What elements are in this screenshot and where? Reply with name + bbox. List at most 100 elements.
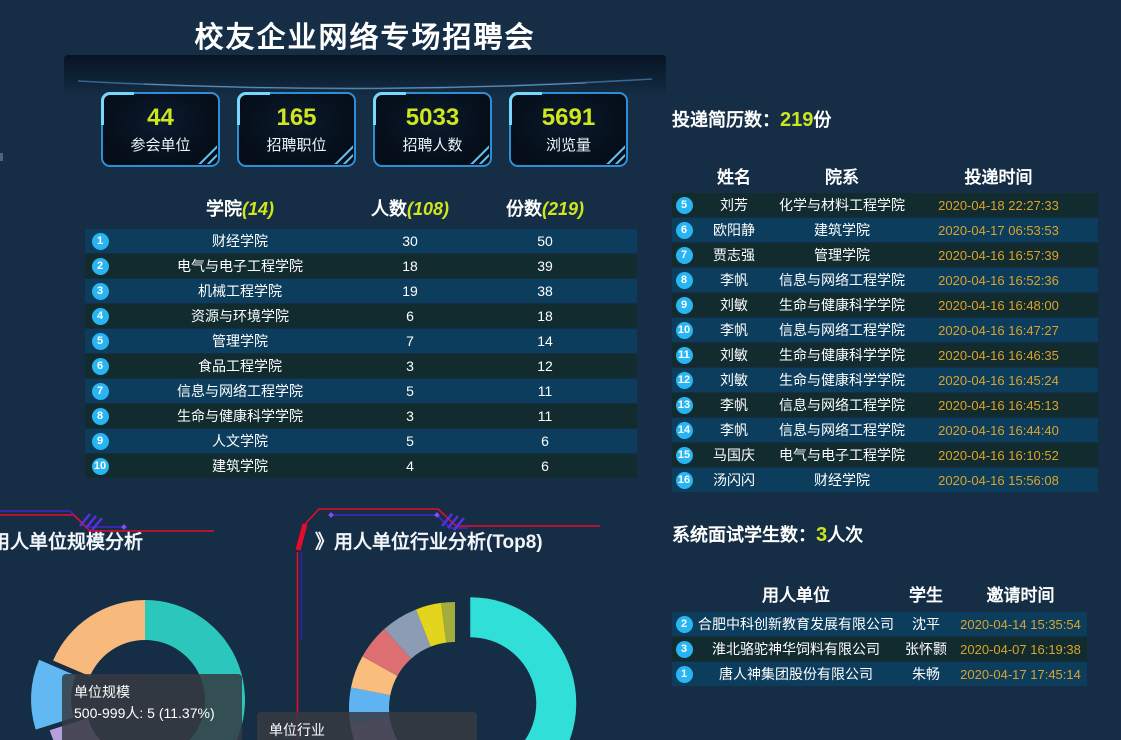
college-name: 人文学院 (212, 433, 268, 449)
table-row[interactable]: 2 合肥中科创新教育发展有限公司 沈平 2020-04-14 15:35:54 (672, 612, 1087, 636)
donut-segment[interactable] (351, 656, 398, 696)
rank-badge: 11 (675, 346, 693, 364)
donut-segment[interactable] (384, 609, 431, 659)
table-row[interactable]: 3 淮北骆驼神华饲料有限公司 张怀颢 2020-04-07 16:19:38 (672, 637, 1087, 661)
stat-label: 参会单位 (130, 137, 191, 155)
table-row[interactable]: 10 建筑学院 4 6 (85, 454, 637, 478)
table-row[interactable]: 2 电气与电子工程学院 18 39 (85, 254, 637, 278)
table-row[interactable]: 4 资源与环境学院 6 18 (85, 304, 637, 328)
rank-badge: 3 (675, 640, 693, 658)
header-college-count: (14) (241, 199, 274, 219)
rank-badge: 15 (675, 446, 693, 464)
student-dept: 信息与网络工程学院 (779, 397, 905, 413)
table-row[interactable]: 12 刘敏 生命与健康科学学院 2020-04-16 16:45:24 (672, 368, 1098, 392)
student-name: 刘敏 (720, 347, 748, 363)
submit-time: 2020-04-18 22:27:33 (938, 197, 1059, 213)
table-row[interactable]: 5 管理学院 7 14 (85, 329, 637, 353)
college-people: 6 (406, 308, 414, 324)
student-name: 贾志强 (713, 247, 755, 263)
college-name: 信息与网络工程学院 (177, 383, 303, 399)
invite-time: 2020-04-17 17:45:14 (960, 666, 1081, 682)
student-name: 欧阳静 (713, 222, 755, 238)
table-row[interactable]: 7 贾志强 管理学院 2020-04-16 16:57:39 (672, 243, 1098, 267)
table-row[interactable]: 13 李帆 信息与网络工程学院 2020-04-16 16:45:13 (672, 393, 1098, 417)
college-people: 4 (406, 458, 414, 474)
student-dept: 电气与电子工程学院 (779, 447, 905, 463)
table-row[interactable]: 15 马国庆 电气与电子工程学院 2020-04-16 16:10:52 (672, 443, 1098, 467)
scale-panel-title: 用人单位规模分析 (0, 532, 144, 553)
submit-time: 2020-04-16 16:48:00 (938, 297, 1059, 313)
college-copies: 11 (537, 383, 553, 399)
resume-table-header: 姓名 院系 投递时间 (672, 163, 1098, 188)
donut-segment[interactable] (362, 628, 412, 676)
student-dept: 财经学院 (814, 472, 870, 488)
table-row[interactable]: 8 生命与健康科学学院 3 11 (85, 404, 637, 428)
table-row[interactable]: 8 李帆 信息与网络工程学院 2020-04-16 16:52:36 (672, 268, 1098, 292)
table-row[interactable]: 9 人文学院 5 6 (85, 429, 637, 453)
table-row[interactable]: 6 食品工程学院 3 12 (85, 354, 637, 378)
college-table-body: 1 财经学院 30 50 2 电气与电子工程学院 18 39 3 机械工程学院 … (85, 229, 637, 478)
donut-segment[interactable] (441, 602, 455, 643)
interview-section-title: 系统面试学生数：3人次 (672, 524, 864, 546)
donut-segment[interactable] (53, 600, 145, 677)
table-row[interactable]: 1 唐人神集团股份有限公司 朱畅 2020-04-17 17:45:14 (672, 662, 1087, 686)
table-row[interactable]: 11 刘敏 生命与健康科学学院 2020-04-16 16:46:35 (672, 343, 1098, 367)
stat-value: 165 (276, 103, 317, 131)
student-dept: 化学与材料工程学院 (779, 197, 905, 213)
table-row[interactable]: 16 汤闪闪 财经学院 2020-04-16 15:56:08 (672, 468, 1098, 492)
student-name: 刘敏 (720, 372, 748, 388)
rank-badge: 7 (675, 246, 693, 264)
table-row[interactable]: 14 李帆 信息与网络工程学院 2020-04-16 16:44:40 (672, 418, 1098, 442)
student-dept: 信息与网络工程学院 (779, 322, 905, 338)
table-row[interactable]: 3 机械工程学院 19 38 (85, 279, 637, 303)
resume-section-title: 投递简历数：219份 (672, 109, 832, 131)
rank-badge: 5 (91, 332, 109, 350)
rank-badge: 14 (675, 421, 693, 439)
college-copies: 50 (537, 233, 553, 249)
rank-badge: 16 (675, 471, 693, 489)
college-people: 3 (406, 408, 414, 424)
interview-table-header: 用人单位 学生 邀请时间 (672, 581, 1087, 606)
college-people: 5 (406, 383, 414, 399)
rank-badge: 4 (91, 307, 109, 325)
company-name: 淮北骆驼神华饲料有限公司 (712, 641, 880, 657)
stat-label: 招聘职位 (266, 137, 327, 155)
stat-card: 5033 招聘人数 (373, 92, 492, 167)
donut-segment[interactable] (415, 602, 447, 647)
interview-count: 3 (816, 524, 828, 546)
industry-chart-tooltip: 单位行业 (257, 712, 477, 740)
submit-time: 2020-04-16 16:57:39 (938, 247, 1059, 263)
rank-badge: 9 (91, 432, 109, 450)
stat-label: 招聘人数 (402, 137, 463, 155)
student-name: 李帆 (720, 422, 748, 438)
submit-time: 2020-04-16 16:52:36 (938, 272, 1059, 288)
table-row[interactable]: 9 刘敏 生命与健康科学学院 2020-04-16 16:48:00 (672, 293, 1098, 317)
table-row[interactable]: 1 财经学院 30 50 (85, 229, 637, 253)
rank-badge: 12 (675, 371, 693, 389)
stat-value: 44 (147, 103, 174, 131)
student-dept: 信息与网络工程学院 (779, 422, 905, 438)
student-dept: 信息与网络工程学院 (779, 272, 905, 288)
stat-card: 44 参会单位 (101, 92, 220, 167)
student-dept: 生命与健康科学学院 (779, 347, 905, 363)
stat-card: 5691 浏览量 (509, 92, 628, 167)
college-copies: 12 (537, 358, 553, 374)
table-row[interactable]: 6 欧阳静 建筑学院 2020-04-17 06:53:53 (672, 218, 1098, 242)
student-dept: 管理学院 (814, 247, 870, 263)
donut-segment[interactable] (470, 597, 577, 740)
college-name: 生命与健康科学学院 (177, 408, 303, 424)
student-dept: 建筑学院 (814, 222, 870, 238)
college-copies: 6 (541, 433, 549, 449)
table-row[interactable]: 5 刘芳 化学与材料工程学院 2020-04-18 22:27:33 (672, 193, 1098, 217)
invite-time: 2020-04-14 15:35:54 (960, 616, 1081, 632)
college-name: 机械工程学院 (198, 283, 282, 299)
rank-badge: 8 (675, 271, 693, 289)
table-row[interactable]: 7 信息与网络工程学院 5 11 (85, 379, 637, 403)
college-copies: 14 (537, 333, 553, 349)
student-dept: 生命与健康科学学院 (779, 297, 905, 313)
table-row[interactable]: 10 李帆 信息与网络工程学院 2020-04-16 16:47:27 (672, 318, 1098, 342)
submit-time: 2020-04-17 06:53:53 (938, 222, 1059, 238)
header-copies-count: (219) (541, 199, 585, 219)
